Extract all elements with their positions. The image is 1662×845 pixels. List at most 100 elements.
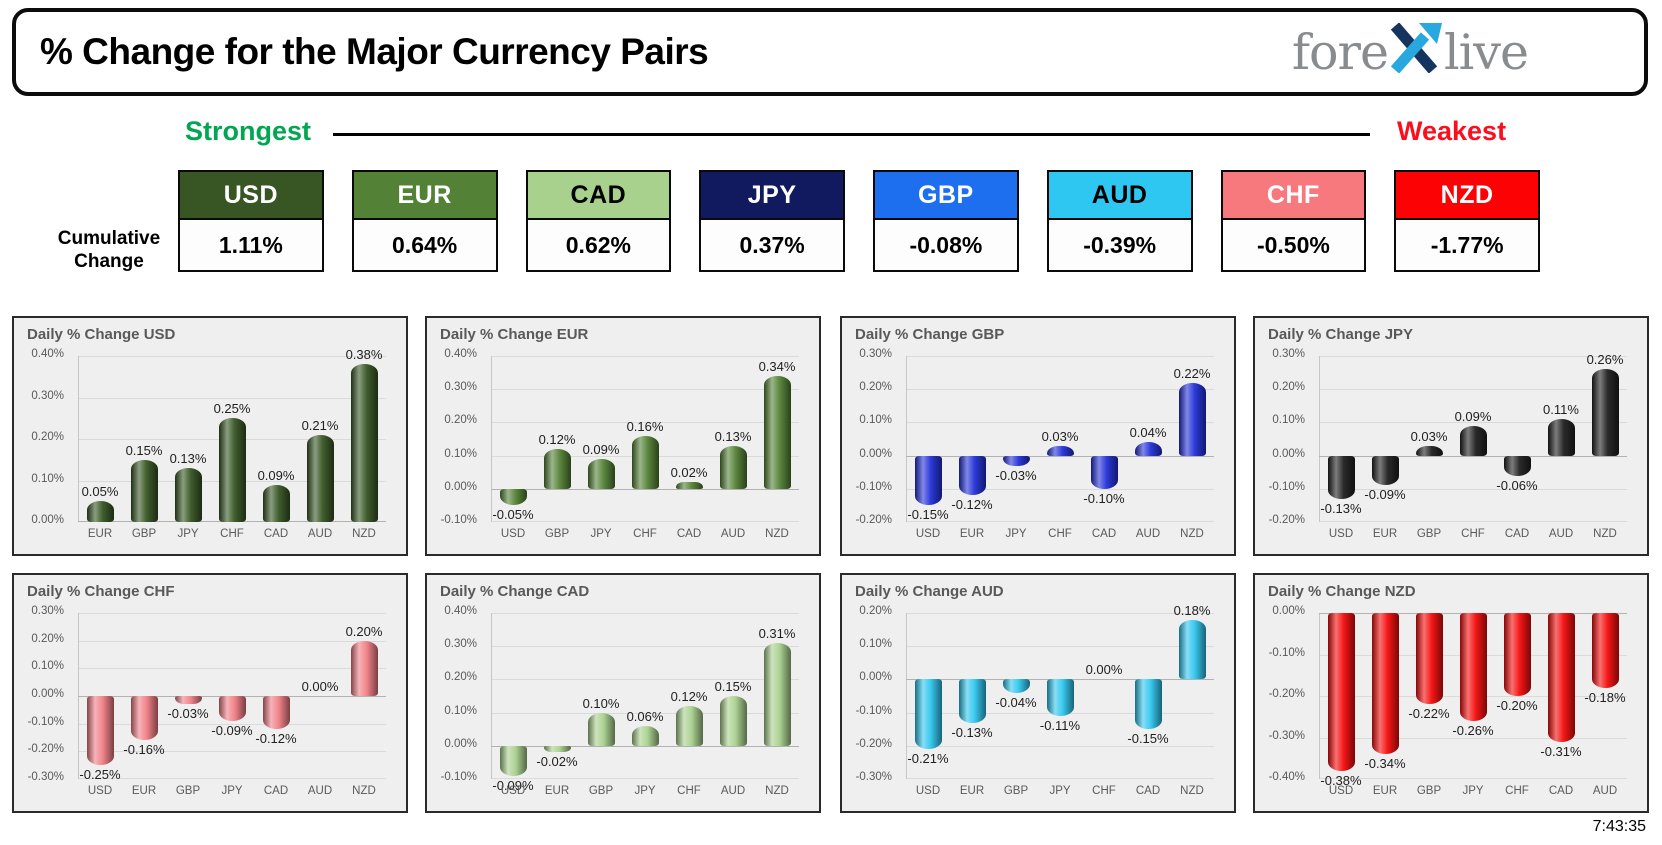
- forexlive-logo: fore live: [1291, 23, 1529, 81]
- bar-nzd-JPY: [1459, 613, 1487, 721]
- y-axis-labels: 0.40% 0.30% 0.20% 0.10% 0.00% -0.10%: [427, 605, 483, 783]
- bar-nzd-CAD: [1547, 613, 1575, 742]
- bar-value-label: 0.00%: [1085, 662, 1123, 678]
- bar-nzd-AUD: [1591, 613, 1619, 688]
- currency-cumulative-value-CHF: -0.50%: [1222, 218, 1365, 270]
- gridline: [1319, 521, 1627, 522]
- bar-value-label: 0.04%: [1129, 425, 1167, 441]
- x-tick-label: CHF: [220, 528, 244, 540]
- bar-aud-JPY: [1046, 679, 1074, 716]
- y-tick-label: 0.40%: [31, 348, 64, 360]
- gridline: [78, 613, 386, 614]
- gridline: [906, 778, 1214, 779]
- y-tick-label: 0.00%: [444, 737, 477, 750]
- bar-value-label: -0.09%: [1364, 487, 1406, 503]
- x-tick-label: NZD: [1180, 528, 1204, 540]
- gridline: [491, 679, 799, 681]
- currency-cumulative-value-CAD: 0.62%: [527, 218, 670, 270]
- bar-value-label: -0.25%: [79, 767, 121, 783]
- y-tick-label: -0.20%: [1268, 688, 1305, 700]
- plot-area: -0.15% -0.12% -0.03% 0.03% -0.10% 0.04% 0.22%: [906, 356, 1214, 522]
- page-title: % Change for the Major Currency Pairs: [40, 31, 709, 72]
- x-tick-label: GBP: [1416, 528, 1442, 540]
- x-tick-label: NZD: [352, 528, 376, 540]
- x-tick-label: NZD: [352, 785, 376, 797]
- chart-gbp: Daily % Change GBP 0.30% 0.20% 0.10% 0.00% -0…: [840, 316, 1236, 556]
- bar-aud-EUR: [958, 679, 986, 723]
- logo-text-fore: fore: [1291, 23, 1389, 81]
- gridline: [906, 745, 1214, 747]
- x-axis-labels: USD EUR GBP JPY CHF CAD AUD: [1319, 785, 1627, 801]
- bar-value-label: -0.16%: [123, 742, 165, 758]
- currency-code-USD: USD: [180, 172, 322, 218]
- x-axis-labels: USD EUR GBP JPY CAD AUD NZD: [78, 785, 386, 801]
- chart-title-gbp: Daily % Change GBP: [855, 326, 1005, 343]
- y-tick-label: -0.10%: [27, 715, 64, 728]
- chart-nzd: Daily % Change NZD 0.00% -0.10% -0.20% -0.30…: [1253, 573, 1649, 813]
- gridline: [1319, 737, 1627, 739]
- y-tick-label: -0.20%: [855, 737, 892, 750]
- bar-value-label: 0.16%: [626, 418, 664, 434]
- currency-cumulative-value-NZD: -1.77%: [1396, 218, 1538, 270]
- currency-code-NZD: NZD: [1396, 172, 1538, 218]
- y-tick-label: 0.30%: [31, 605, 64, 617]
- bar-eur-GBP: [543, 448, 571, 489]
- currency-code-EUR: EUR: [353, 172, 496, 218]
- header: % Change for the Major Currency Pairs fo…: [12, 8, 1648, 96]
- bar-value-label: -0.10%: [1083, 490, 1125, 506]
- y-tick-label: -0.40%: [1268, 771, 1305, 783]
- x-axis-labels: EUR GBP JPY CHF CAD AUD NZD: [78, 528, 386, 544]
- x-tick-label: JPY: [634, 785, 656, 797]
- bar-chf-GBP: [174, 696, 202, 705]
- y-axis-line: [1319, 613, 1320, 779]
- x-tick-label: GBP: [1003, 785, 1029, 797]
- gridline: [491, 646, 799, 648]
- y-axis-labels: 0.30% 0.20% 0.10% 0.00% -0.10% -0.20% -0.30%: [14, 605, 70, 783]
- bar-gbp-AUD: [1134, 442, 1162, 456]
- bar-value-label: -0.06%: [1496, 477, 1538, 493]
- bar-gbp-CHF: [1046, 445, 1074, 456]
- bar-value-label: 0.26%: [1586, 352, 1624, 368]
- plot-area: -0.13% -0.09% 0.03% 0.09% -0.06% 0.11% 0.26%: [1319, 352, 1627, 522]
- bar-nzd-CHF: [1503, 613, 1531, 696]
- bar-eur-CHF: [631, 435, 659, 489]
- bar-value-label: -0.12%: [951, 497, 993, 513]
- gridline: [906, 488, 1214, 490]
- bar-jpy-CAD: [1503, 455, 1531, 476]
- y-axis-labels: 0.30% 0.20% 0.10% 0.00% -0.10% -0.20%: [1255, 348, 1311, 526]
- currency-box-JPY: JPY 0.37%: [699, 170, 845, 272]
- bar-jpy-EUR: [1371, 455, 1399, 486]
- plot-area: 0.05% 0.15% 0.13% 0.25% 0.09% 0.21% 0.38%: [78, 347, 386, 522]
- bar-value-label: -0.15%: [907, 507, 949, 523]
- y-tick-label: 0.30%: [859, 348, 892, 360]
- currency-code-CHF: CHF: [1222, 172, 1365, 218]
- x-tick-label: EUR: [1372, 785, 1398, 797]
- chart-title-nzd: Daily % Change NZD: [1268, 583, 1416, 600]
- bar-value-label: -0.13%: [951, 724, 993, 740]
- bar-value-label: 0.09%: [1454, 408, 1492, 424]
- gridline: [78, 668, 386, 670]
- x-tick-label: CAD: [263, 785, 289, 797]
- bar-value-label: 0.38%: [345, 347, 383, 363]
- y-axis-labels: 0.00% -0.10% -0.20% -0.30% -0.40%: [1255, 605, 1311, 783]
- cumulative-change-label: Cumulative Change: [38, 227, 180, 273]
- x-axis-labels: USD GBP JPY CHF CAD AUD NZD: [491, 528, 799, 544]
- bar-cad-AUD: [719, 696, 747, 746]
- y-axis-line: [491, 356, 492, 522]
- x-axis-labels: USD EUR GBP JPY CHF AUD NZD: [491, 785, 799, 801]
- x-tick-label: CAD: [1091, 528, 1117, 540]
- bar-value-label: -0.26%: [1452, 722, 1494, 738]
- bar-gbp-NZD: [1178, 382, 1206, 456]
- currency-code-GBP: GBP: [875, 172, 1017, 218]
- bar-value-label: -0.04%: [995, 694, 1037, 710]
- gridline: [906, 646, 1214, 648]
- gridline: [491, 356, 799, 357]
- bar-value-label: -0.09%: [211, 722, 253, 738]
- bar-chf-EUR: [130, 696, 158, 741]
- gridline: [491, 521, 799, 522]
- bar-usd-CAD: [262, 484, 290, 522]
- bar-value-label: -0.38%: [1320, 772, 1362, 788]
- y-tick-label: 0.30%: [444, 381, 477, 394]
- y-axis-labels: 0.40% 0.30% 0.20% 0.10% 0.00% -0.10%: [427, 348, 483, 526]
- bar-value-label: 0.22%: [1173, 365, 1211, 381]
